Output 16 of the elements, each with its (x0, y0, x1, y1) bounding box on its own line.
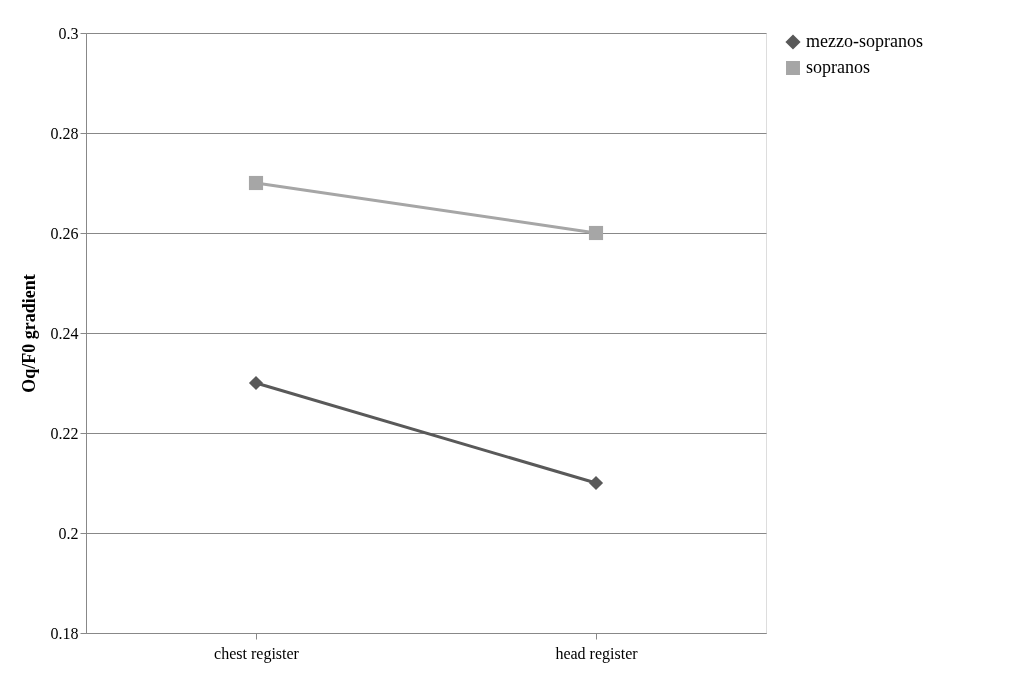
y-tick-label: 0.2 (58, 524, 79, 542)
y-tick-label: 0.26 (50, 224, 79, 242)
x-tick-label: chest register (214, 644, 300, 663)
legend-label: sopranos (806, 57, 870, 77)
point (588, 225, 604, 241)
legend-label: mezzo-sopranos (806, 31, 923, 51)
y-tick-label: 0.22 (50, 424, 79, 442)
y-axis-title: Oq/F0 gradient (18, 274, 39, 393)
point (248, 175, 264, 191)
y-tick-label: 0.3 (58, 24, 79, 42)
y-tick-label: 0.18 (50, 624, 79, 642)
x-tick-label: head register (555, 644, 639, 663)
point (588, 475, 604, 491)
y-tick-label: 0.28 (50, 124, 79, 142)
point (248, 375, 264, 391)
y-tick-label: 0.24 (50, 324, 79, 342)
